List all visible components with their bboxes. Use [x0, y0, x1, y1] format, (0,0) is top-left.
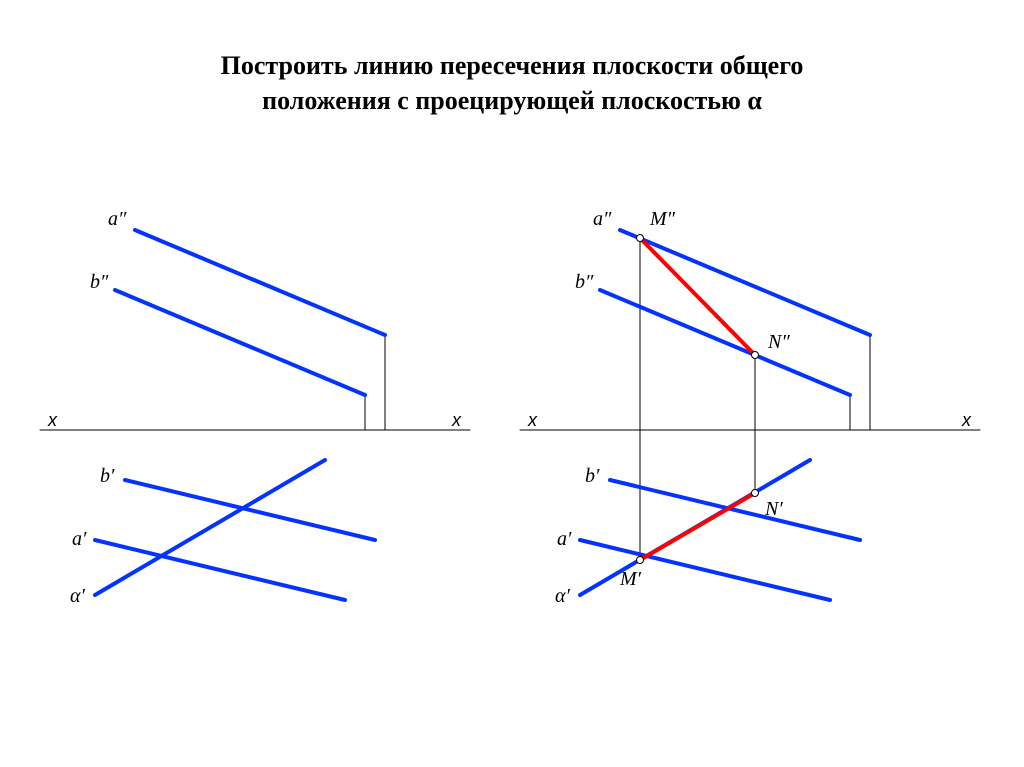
- right-line-a2: [620, 230, 870, 335]
- left-line-a2: [135, 230, 385, 335]
- right-point-N2: [752, 352, 759, 359]
- right-label-b2: b″: [575, 271, 594, 293]
- left-line-b1: [125, 480, 375, 540]
- left-label-x-right: x: [451, 410, 462, 430]
- left-label-b2: b″: [90, 271, 109, 293]
- right-line-a1: [580, 540, 830, 600]
- page-title: Построить линию пересечения плоскости об…: [0, 0, 1024, 118]
- right-line-b1: [610, 480, 860, 540]
- right-label-M1: M′: [619, 568, 642, 590]
- right-label-x-left: x: [527, 410, 538, 430]
- right-line-b2: [600, 290, 850, 395]
- right-point-M2: [637, 235, 644, 242]
- right-label-N2: N″: [767, 331, 790, 353]
- right-point-M1: [637, 557, 644, 564]
- left-label-x-left: x: [47, 410, 58, 430]
- left-line-a1: [95, 540, 345, 600]
- right-label-alpha1: α′: [555, 585, 570, 607]
- right-line-MN-frontal: [640, 238, 755, 355]
- title-line-1: Построить линию пересечения плоскости об…: [221, 51, 804, 80]
- right-label-a1: a′: [557, 528, 572, 550]
- diagram-canvas: a″ b″ b′ a′ α′ x x a″ M″ b″ N″ b′ N′ a′ M′ α′ x x: [0, 170, 1024, 730]
- left-label-alpha1: α′: [70, 585, 85, 607]
- left-label-a2: a″: [108, 208, 127, 230]
- left-line-b2: [115, 290, 365, 395]
- right-label-a2: a″: [593, 208, 612, 230]
- right-label-M2: M″: [649, 208, 676, 230]
- right-label-x-right: x: [961, 410, 972, 430]
- right-point-N1: [752, 490, 759, 497]
- title-line-2: положения с проецирующей плоскостью α: [262, 86, 762, 115]
- right-label-N1: N′: [764, 498, 783, 520]
- right-label-b1: b′: [585, 465, 600, 487]
- left-label-a1: a′: [72, 528, 87, 550]
- left-label-b1: b′: [100, 465, 115, 487]
